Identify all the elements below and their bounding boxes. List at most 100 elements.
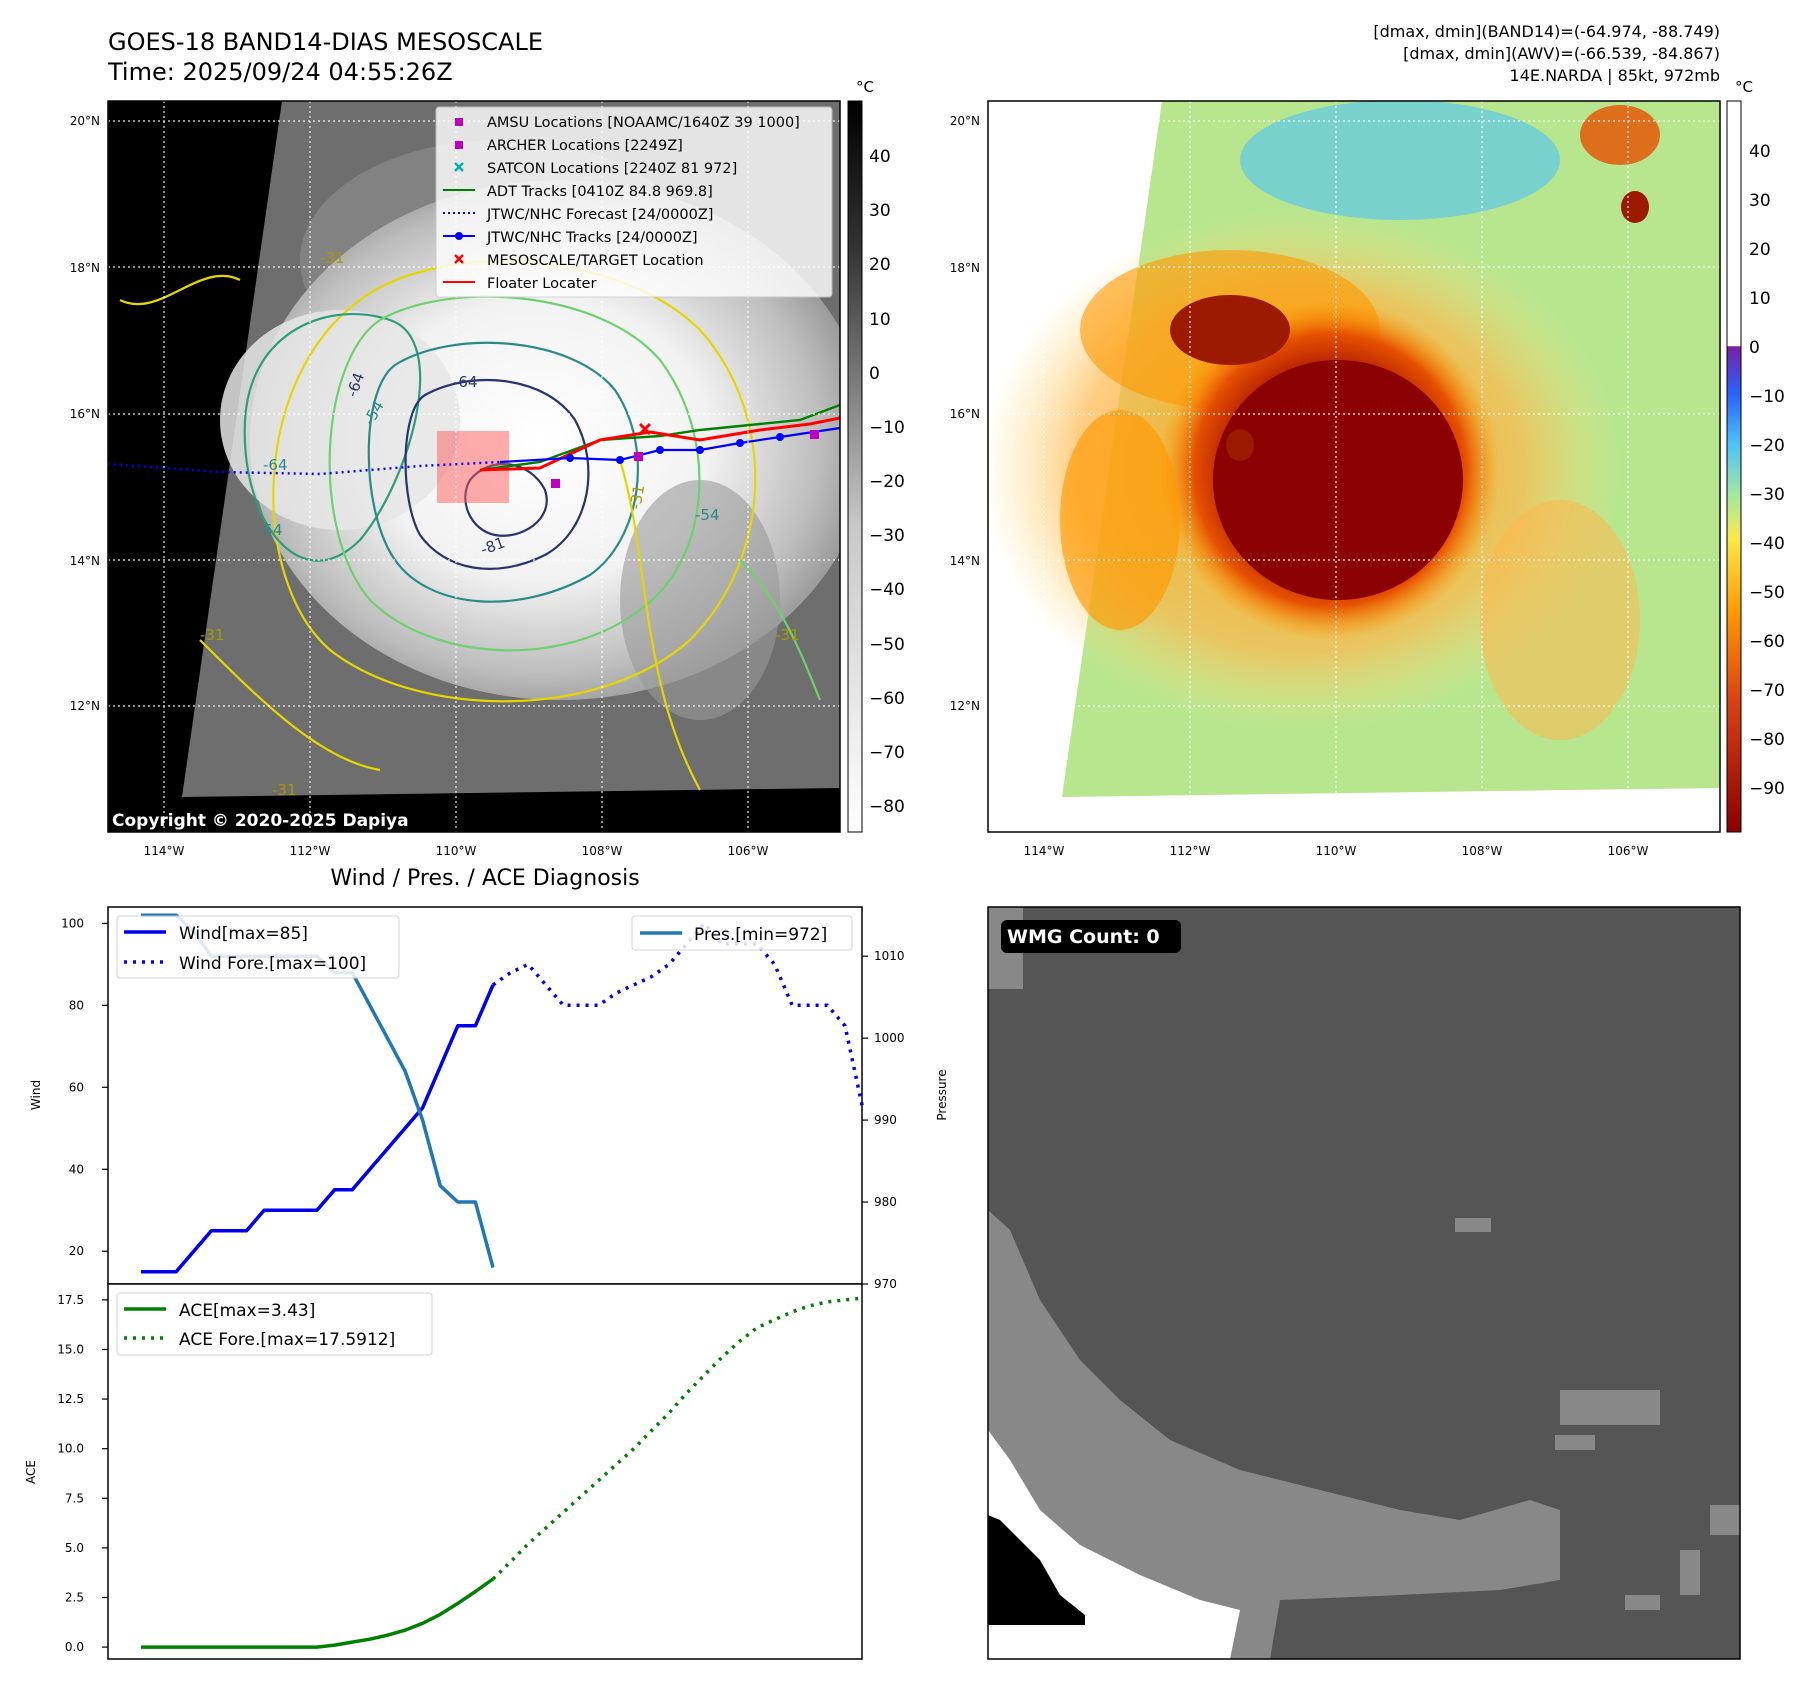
colorbar-tick: −70 — [869, 743, 905, 763]
colorbar-tick: −50 — [1749, 583, 1785, 603]
legend-item: SATCON Locations [2240Z 81 972] — [487, 161, 737, 177]
y-tick-label-right: 970 — [874, 1277, 897, 1291]
ir-legend: AMSU Locations [NOAAMC/1640Z 39 1000] AR… — [435, 106, 833, 298]
ir-lon-ticks: 114°W 112°W 110°W 108°W 106°W — [144, 844, 769, 858]
ir-title-line1: GOES-18 BAND14-DIAS MESOSCALE — [108, 28, 543, 56]
ace-y-ticks: 0.0 2.5 5.0 7.5 10.0 12.5 15.0 17.5 — [57, 1293, 108, 1654]
y-tick-label: 60 — [69, 1080, 84, 1094]
colorbar-tick: 20 — [869, 255, 891, 275]
lon-tick: 110°W — [436, 844, 477, 858]
contour-label: -64 — [453, 373, 478, 391]
legend-item: MESOSCALE/TARGET Location — [487, 253, 704, 269]
legend-label-wind: Wind[max=85] — [179, 924, 308, 944]
awv-map-frame — [987, 100, 1721, 833]
legend-item: ADT Tracks [0410Z 84.8 969.8] — [487, 184, 713, 200]
y-tick-label: 80 — [69, 998, 84, 1012]
y-tick-label: 100 — [61, 916, 84, 930]
legend-marker-archer — [455, 141, 463, 149]
awv-lon-ticks: 114°W 112°W 110°W 108°W 106°W — [1024, 844, 1649, 858]
colorbar-tick: −70 — [1749, 681, 1785, 701]
contour-label: -54 — [258, 521, 283, 539]
lat-tick: 18°N — [950, 261, 980, 275]
wmg-count-badge: WMG Count: 0 — [1007, 926, 1160, 948]
colorbar-tick: −40 — [869, 580, 905, 600]
lat-tick: 14°N — [950, 554, 980, 568]
y-tick-label: 12.5 — [57, 1392, 84, 1406]
series-line-1 — [491, 921, 865, 1109]
colorbar-tick: −60 — [1749, 632, 1785, 652]
legend-item: AMSU Locations [NOAAMC/1640Z 39 1000] — [487, 115, 800, 131]
ace-legend — [116, 1292, 433, 1356]
legend-label-ace: ACE[max=3.43] — [179, 1301, 315, 1321]
colorbar-tick: −60 — [869, 689, 905, 709]
diagnosis-title: Wind / Pres. / ACE Diagnosis — [330, 866, 639, 891]
ir-lat-ticks: 20°N 18°N 16°N 14°N 12°N — [70, 114, 100, 713]
lon-tick: 106°W — [1608, 844, 1649, 858]
awv-info-line3: 14E.NARDA | 85kt, 972mb — [1510, 66, 1720, 85]
colorbar-tick: −50 — [869, 635, 905, 655]
lon-tick: 110°W — [1316, 844, 1357, 858]
wmg-imagery — [988, 907, 1740, 1659]
pressure-y-ticks: 970 980 990 1000 1010 — [862, 949, 905, 1291]
pressure-ylabel: Pressure — [935, 1069, 949, 1120]
y-tick-label: 40 — [69, 1162, 84, 1176]
legend-marker-satcon — [454, 162, 464, 172]
awv-lat-ticks: 20°N 18°N 16°N 14°N 12°N — [950, 114, 980, 713]
wmg-panel: WMG Count: 0 — [987, 906, 1741, 1660]
y-tick-label: 7.5 — [65, 1491, 84, 1505]
legend-marker-mesoscale — [454, 254, 464, 264]
ace-chart: 0.0 2.5 5.0 7.5 10.0 12.5 15.0 17.5 ACE ACE[max… — [24, 1283, 863, 1660]
colorbar-unit: °C — [856, 78, 874, 96]
wmg-badge-bg — [1001, 920, 1181, 953]
ir-panel: GOES-18 BAND14-DIAS MESOSCALE Time: 2025… — [70, 28, 905, 858]
ace-series-line-0 — [141, 1577, 495, 1649]
lat-tick: 12°N — [950, 699, 980, 713]
colorbar-tick: −20 — [1749, 436, 1785, 456]
ir-map-frame — [107, 100, 841, 833]
lon-tick: 108°W — [1462, 844, 1503, 858]
copyright: Copyright © 2020-2025 Dapiya — [112, 811, 409, 831]
y-tick-label: 0.0 — [65, 1640, 84, 1654]
legend-label-wind-forecast: Wind Fore.[max=100] — [179, 954, 366, 974]
lon-tick: 112°W — [1170, 844, 1211, 858]
colorbar-tick: −10 — [869, 418, 905, 438]
contour-label: -64 — [263, 456, 288, 474]
colorbar-unit: °C — [1735, 78, 1753, 96]
contour-label: -31 — [200, 626, 225, 644]
contour-label: -54 — [695, 506, 720, 524]
ir-title-line2: Time: 2025/09/24 04:55:26Z — [107, 58, 453, 86]
colorbar-tick: −30 — [869, 526, 905, 546]
wind-pressure-chart: 20 40 60 80 100 970 980 990 1000 1010 Wind Press… — [29, 906, 949, 1291]
contour-label: -31 — [775, 626, 800, 644]
ace-ylabel: ACE — [24, 1460, 38, 1484]
legend-label-pressure: Pres.[min=972] — [694, 925, 827, 945]
colorbar-tick: −90 — [1749, 779, 1785, 799]
colorbar-tick: −10 — [1749, 387, 1785, 407]
legend-item: ARCHER Locations [2249Z] — [487, 138, 683, 154]
ir-colorbar: °C 40 30 20 10 0 −10 −20 −30 −40 −50 −60… — [847, 78, 905, 833]
ace-lines — [141, 1296, 863, 1649]
y-tick-label: 10.0 — [57, 1442, 84, 1456]
lon-tick: 114°W — [144, 844, 185, 858]
legend-item: JTWC/NHC Forecast [24/0000Z] — [486, 207, 713, 223]
colorbar-tick: 20 — [1749, 240, 1771, 260]
awv-colorbar: °C 40 30 20 10 0 −10 −20 −30 −40 −50 −60… — [1726, 78, 1785, 833]
awv-panel: [dmax, dmin](BAND14)=(-64.974, -88.749) … — [950, 22, 1785, 858]
y-tick-label: 15.0 — [57, 1342, 84, 1356]
pressure-legend — [631, 915, 853, 951]
colorbar-tick: 30 — [1749, 191, 1771, 211]
lon-tick: 112°W — [290, 844, 331, 858]
y-tick-label-right: 980 — [874, 1195, 897, 1209]
contour-label: -31 — [272, 781, 297, 799]
colorbar-tick: 40 — [869, 147, 891, 167]
colorbar-tick: −40 — [1749, 534, 1785, 554]
wmg-frame — [987, 906, 1741, 1660]
contour-label: -31 — [626, 483, 648, 510]
y-tick-label-right: 1000 — [874, 1031, 905, 1045]
series-line-0 — [141, 984, 495, 1274]
lon-tick: 108°W — [582, 844, 623, 858]
y-tick-label: 2.5 — [65, 1590, 84, 1604]
colorbar-tick: −80 — [1749, 730, 1785, 750]
lat-tick: 14°N — [70, 554, 100, 568]
